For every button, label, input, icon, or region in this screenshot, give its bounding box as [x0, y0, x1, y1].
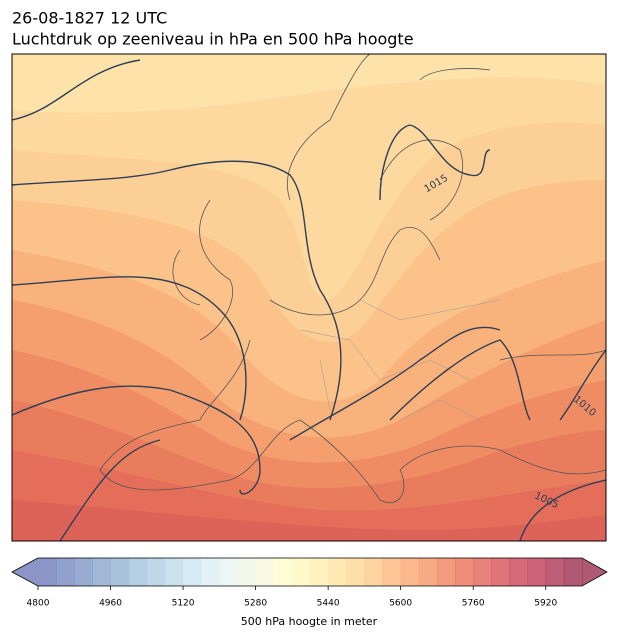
colorbar-segment: [273, 558, 293, 586]
colorbar-segment: [418, 558, 438, 586]
colorbar-segment: [382, 558, 402, 586]
colorbar-segment: [164, 558, 184, 586]
colorbar-segment: [455, 558, 474, 586]
colorbar-segment: [291, 558, 311, 586]
colorbar-segment: [92, 558, 112, 586]
colorbar-extend-high: [582, 558, 607, 586]
colorbar-segment: [146, 558, 166, 586]
colorbar-segment: [74, 558, 93, 586]
colorbar-segment: [436, 558, 456, 586]
colorbar-segment: [183, 558, 202, 586]
colorbar-segment: [545, 558, 565, 586]
colorbar-segment: [328, 558, 347, 586]
colorbar-extend-low: [12, 558, 38, 586]
colorbar-tick-label: 5760: [462, 599, 485, 609]
colorbar: 4800 4960 5120 5280 5440 5600 5760 5920: [11, 557, 608, 609]
colorbar-outline: [11, 557, 608, 587]
colorbar-tick-label: 5920: [534, 599, 557, 609]
map-frame: [11, 53, 607, 542]
colorbar-segment: [56, 558, 75, 586]
colorbar-segment: [473, 558, 492, 586]
colorbar-segment: [364, 558, 384, 586]
colorbar-tick-label: 5440: [317, 599, 340, 609]
colorbar-tick-label: 4960: [99, 599, 122, 609]
colorbar-segment: [219, 558, 238, 586]
colorbar-segment: [563, 558, 583, 586]
colorbar-segment: [346, 558, 365, 586]
colorbar-segment: [491, 558, 510, 586]
colorbar-segment: [310, 558, 329, 586]
colorbar-segment: [128, 558, 148, 586]
colorbar-segment: [255, 558, 275, 586]
map: 1015 1010 1005: [12, 54, 606, 541]
title-date: 26-08-1827 12 UTC: [12, 9, 167, 28]
colorbar-tick-label: 5120: [172, 599, 195, 609]
colorbar-tick-label: 4800: [27, 599, 50, 609]
colorbar-segment: [400, 558, 420, 586]
colorbar-tick-label: 5600: [389, 599, 412, 609]
colorbar-tick-label: 5280: [244, 599, 267, 609]
colorbar-segment: [201, 558, 220, 586]
colorbar-segment: [509, 558, 529, 586]
colorbar-label: 500 hPa hoogte in meter: [241, 615, 378, 628]
colorbar-segment: [38, 558, 57, 586]
title-subject: Luchtdruk op zeeniveau in hPa en 500 hPa…: [12, 30, 414, 49]
colorbar-segment: [110, 558, 130, 586]
colorbar-segment: [237, 558, 257, 586]
colorbar-segment: [527, 558, 547, 586]
